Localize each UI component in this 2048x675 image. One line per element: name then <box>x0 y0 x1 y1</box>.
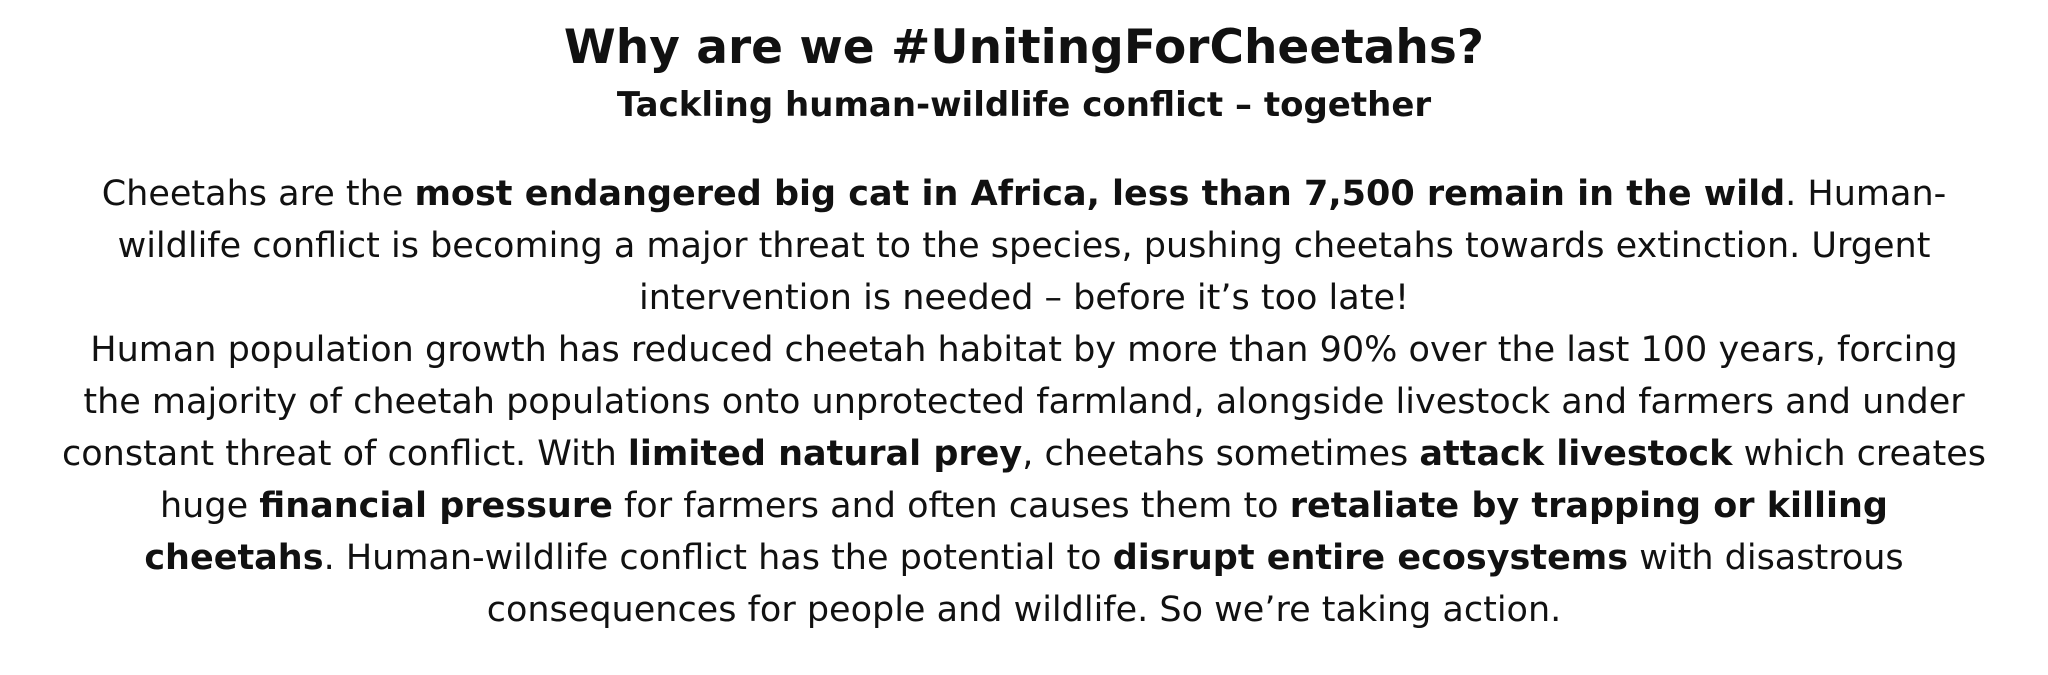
text-segment: , cheetahs sometimes <box>1022 434 1420 474</box>
emphasis-ecosystems: disrupt entire ecosystems <box>1112 538 1629 578</box>
text-segment: Cheetahs are the <box>101 174 415 214</box>
emphasis-attack-livestock: attack livestock <box>1419 434 1733 474</box>
paragraph-intro: Cheetahs are the most endangered big cat… <box>60 168 1988 324</box>
text-segment: . Human-wildlife conflict is becoming a … <box>117 174 1947 318</box>
paragraph-habitat-conflict: Human population growth has reduced chee… <box>60 324 1988 636</box>
emphasis-retaliation: retaliate by trapping or killing cheetah… <box>144 486 1888 578</box>
emphasis-financial-pressure: financial pressure <box>259 486 613 526</box>
page-title: Why are we #UnitingForCheetahs? <box>563 20 1485 75</box>
page-subtitle: Tackling human-wildlife conflict – toget… <box>616 85 1432 125</box>
text-segment: for farmers and often causes them to <box>612 486 1290 526</box>
emphasis-endangered-status: most endangered big cat in Africa, less … <box>414 174 1786 214</box>
text-segment: which creates huge <box>160 434 1986 526</box>
text-segment: with disastrous consequences for people … <box>486 538 1904 630</box>
text-segment: Human population growth has reduced chee… <box>61 330 1965 474</box>
text-segment: . Human-wildlife conflict has the potent… <box>323 538 1113 578</box>
emphasis-limited-prey: limited natural prey <box>627 434 1023 474</box>
body-text: Cheetahs are the most endangered big cat… <box>60 168 1988 636</box>
